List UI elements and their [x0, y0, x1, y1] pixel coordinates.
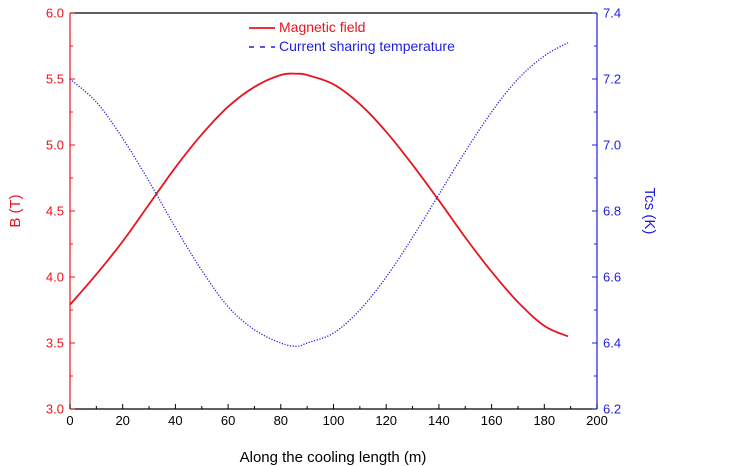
- x-tick-label: 80: [274, 413, 288, 428]
- left-y-tick-label: 5.0: [46, 138, 64, 153]
- right-y-axis-ticks: 6.2 6.4 6.6 6.8 7.0 7.2 7.4: [592, 6, 621, 417]
- left-y-tick-label: 4.5: [46, 204, 64, 219]
- legend-current-sharing-label: Current sharing temperature: [279, 38, 455, 54]
- left-y-tick-label: 3.0: [46, 402, 64, 417]
- series-layer: [69, 42, 569, 347]
- right-y-tick-label: 6.8: [603, 204, 621, 219]
- x-axis-ticks: 0 20 40 60 80 100 120 140 160 180 200: [66, 404, 608, 428]
- x-axis-label: Along the cooling length (m): [240, 449, 427, 466]
- magnetic-field-series-line: [69, 72, 569, 338]
- x-tick-label: 20: [115, 413, 129, 428]
- right-y-axis-label: Tcs (K): [641, 188, 658, 235]
- current-sharing-temperature-series-line: [69, 42, 569, 347]
- x-tick-label: 140: [428, 413, 450, 428]
- left-y-tick-label: 4.0: [46, 270, 64, 285]
- right-y-tick-label: 7.0: [603, 138, 621, 153]
- legend: Magnetic field Current sharing temperatur…: [249, 19, 455, 54]
- plot-frame: [69, 12, 598, 410]
- x-tick-label: 160: [481, 413, 503, 428]
- right-y-tick-label: 7.4: [603, 6, 621, 21]
- x-tick-label: 120: [375, 413, 397, 428]
- right-y-tick-label: 6.4: [603, 336, 621, 351]
- left-y-axis-ticks: 3.0 3.5 4.0 4.5 5.0 5.5 6.0: [46, 6, 75, 417]
- x-tick-label: 180: [533, 413, 555, 428]
- legend-magnetic-field-label: Magnetic field: [279, 19, 365, 35]
- left-y-tick-label: 5.5: [46, 72, 64, 87]
- x-tick-label: 40: [168, 413, 182, 428]
- x-tick-label: 100: [323, 413, 345, 428]
- right-y-tick-label: 6.6: [603, 270, 621, 285]
- x-tick-label: 0: [66, 413, 73, 428]
- right-y-tick-label: 6.2: [603, 402, 621, 417]
- right-y-tick-label: 7.2: [603, 72, 621, 87]
- x-tick-label: 200: [586, 413, 608, 428]
- left-y-tick-label: 6.0: [46, 6, 64, 21]
- x-tick-label: 60: [221, 413, 235, 428]
- left-y-tick-label: 3.5: [46, 336, 64, 351]
- left-y-axis-label: B (T): [7, 194, 24, 227]
